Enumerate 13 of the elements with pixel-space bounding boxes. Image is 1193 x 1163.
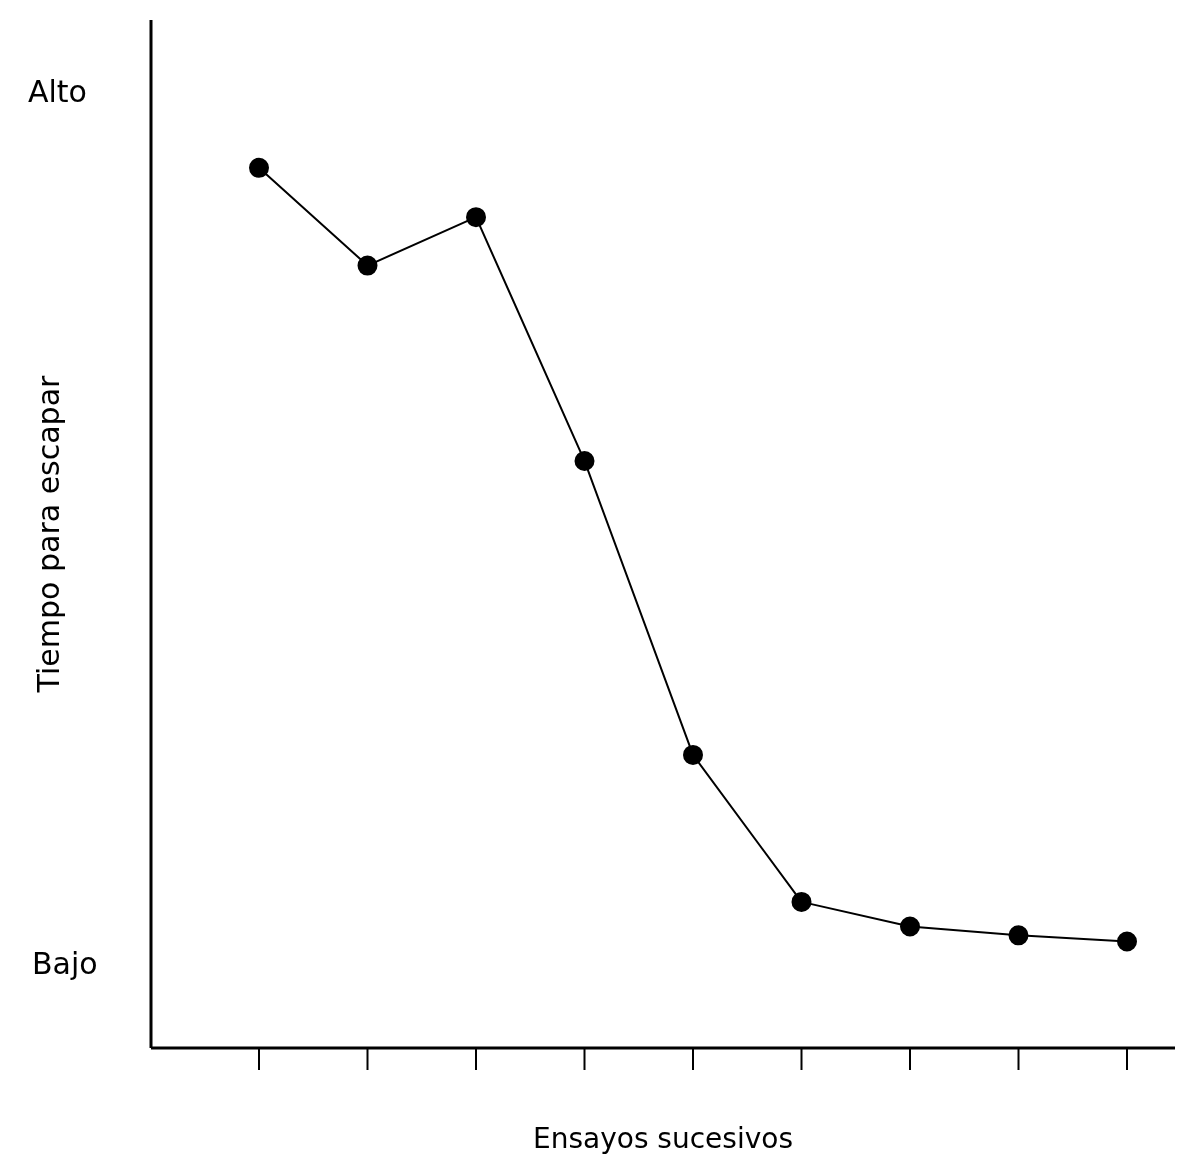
point [683, 744, 703, 765]
point [357, 255, 378, 276]
point [900, 916, 920, 937]
point [574, 450, 595, 471]
point [1008, 925, 1029, 946]
text: Alto [28, 74, 87, 109]
x-axis-title: Ensayos sucesivos [533, 1122, 793, 1155]
y-axis-title: Tiempo para escapar [30, 374, 66, 694]
point [791, 891, 812, 912]
point [1117, 931, 1137, 952]
text: Bajo [32, 946, 98, 981]
point [466, 207, 486, 228]
point [249, 157, 269, 178]
